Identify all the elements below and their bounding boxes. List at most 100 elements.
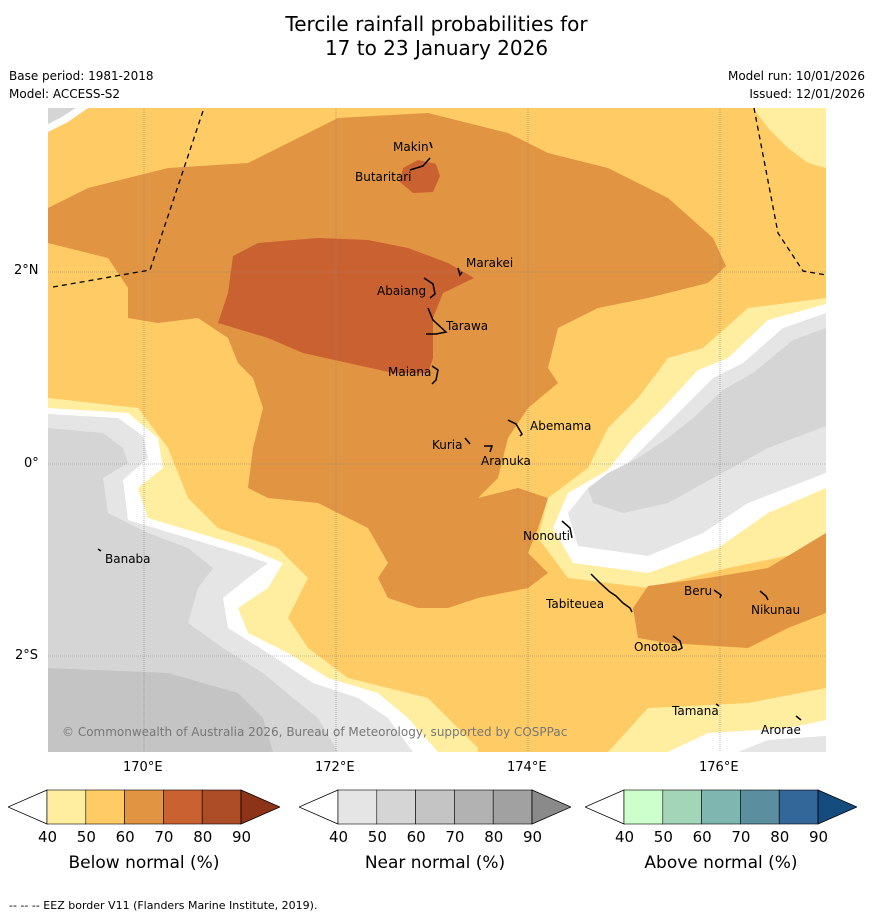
eez-footer-note: -- -- -- EEZ border V11 (Flanders Marine…: [9, 899, 318, 912]
grid-lines: [48, 108, 826, 752]
place-tabiteuea: Tabiteuea: [545, 597, 604, 611]
eez-borders: [52, 108, 826, 288]
island-aranuka: [484, 445, 494, 453]
place-nikunau: Nikunau: [751, 603, 800, 617]
colorbar-below-swatch-2: [85, 789, 125, 825]
region-below-60-southeast: [633, 533, 826, 648]
colorbar-below-strip: [6, 789, 282, 825]
place-aranuka: Aranuka: [481, 454, 531, 468]
colorbar-below-arrow-low: [6, 789, 48, 825]
island-beru: [713, 589, 722, 599]
colorbar-near-swatch-4: [454, 789, 494, 825]
place-onotoa: Onotoa: [634, 640, 678, 654]
colorbar-below-swatch-4: [163, 789, 203, 825]
colorbar-near: 40 50 60 70 80 90 Near normal (%): [297, 788, 573, 878]
lat-label-2n: 2°N: [14, 263, 39, 278]
place-tarawa: Tarawa: [445, 319, 488, 333]
colorbar-above-tick-60: 60: [692, 828, 712, 846]
model-name: Model: ACCESS-S2: [9, 87, 121, 101]
island-arorae: [795, 715, 802, 721]
colorbar-above-swatch-5: [778, 789, 819, 825]
island-maiana: [431, 365, 439, 385]
place-tamana: Tamana: [671, 704, 719, 718]
colorbar-below-tick-70: 70: [154, 828, 174, 846]
place-labels: Makin Butaritari Marakei Abaiang Tarawa …: [105, 140, 801, 737]
colorbar-above-strip: [583, 789, 859, 825]
place-makin: Makin: [393, 140, 429, 154]
island-tamana: [715, 703, 720, 707]
island-marakei: [457, 267, 463, 277]
island-nonouti: [561, 520, 573, 539]
colorbar-near-tick-70: 70: [445, 828, 465, 846]
lat-label-0: 0°: [24, 456, 39, 471]
place-banaba: Banaba: [105, 552, 151, 566]
island-butaritari: [409, 157, 431, 171]
map-title: Tercile rainfall probabilities for 17 to…: [0, 12, 873, 60]
lon-label-170e: 170°E: [123, 760, 163, 775]
colorbar-below-swatch-3: [124, 789, 164, 825]
colorbar-above-tick-70: 70: [731, 828, 751, 846]
colorbar-near-tick-80: 80: [484, 828, 504, 846]
colorbar-near-swatch-5: [492, 789, 533, 825]
colorbar-below: 40 50 60 70 80 90 Below normal (%): [6, 788, 282, 878]
colorbar-near-tick-40: 40: [329, 828, 349, 846]
colorbar-above-swatch-1: [623, 789, 664, 825]
colorbar-below-arrow-high: [240, 789, 282, 825]
meta-right: Model run: 10/01/2026 Issued: 12/01/2026: [728, 67, 865, 103]
colorbar-near-label: Near normal (%): [364, 853, 506, 873]
lat-label-2s: 2°S: [15, 648, 39, 663]
island-tabiteuea: [590, 573, 633, 613]
colorbar-above-tick-50: 50: [653, 828, 673, 846]
lon-label-176e: 176°E: [699, 760, 739, 775]
island-outlines: [97, 141, 802, 721]
colorbar-near-swatch-3: [415, 789, 455, 825]
colorbar-below-tick-40: 40: [38, 828, 58, 846]
colorbar-below-swatch-1: [46, 789, 87, 825]
island-abaiang: [423, 277, 436, 299]
colorbar-below-label: Below normal (%): [68, 853, 220, 873]
island-tarawa: [426, 307, 448, 335]
colorbar-below-swatch-5: [201, 789, 242, 825]
colorbar-below-tick-80: 80: [193, 828, 213, 846]
place-kuria: Kuria: [432, 438, 463, 452]
title-line-1: Tercile rainfall probabilities for: [285, 12, 588, 36]
island-makin: [429, 141, 433, 149]
region-near-50-east: [588, 328, 826, 513]
base-period: Base period: 1981-2018: [9, 69, 154, 83]
island-nikunau: [759, 590, 769, 601]
colorbar-above-swatch-3: [701, 789, 741, 825]
place-maiana: Maiana: [388, 365, 431, 379]
colorbar-above-arrow-low: [583, 789, 625, 825]
region-below-70-north: [400, 160, 440, 193]
island-kuria: [464, 437, 471, 445]
colorbar-above-arrow-high: [817, 789, 859, 825]
region-near-60-west: [48, 668, 273, 752]
region-near-40-south: [738, 736, 826, 752]
colorbar-below-tick-50: 50: [76, 828, 96, 846]
place-nonouti: Nonouti: [523, 529, 570, 543]
title-line-2: 17 to 23 January 2026: [324, 36, 549, 60]
colorbar-above-swatch-4: [740, 789, 780, 825]
region-top-left-grey: [48, 108, 76, 124]
eez-border-east: [753, 108, 826, 276]
lon-label-172e: 172°E: [315, 760, 355, 775]
place-butaritari: Butaritari: [355, 170, 412, 184]
colorbar-below-tick-90: 90: [232, 828, 252, 846]
island-abemama: [507, 419, 523, 437]
region-below-40-northeast: [753, 108, 826, 168]
colorbar-near-tick-50: 50: [367, 828, 387, 846]
colorbar-below-tick-60: 60: [115, 828, 135, 846]
region-near-50-west: [48, 428, 338, 752]
colorbar-above-tick-40: 40: [615, 828, 635, 846]
issued-date: Issued: 12/01/2026: [749, 87, 865, 101]
place-marakei: Marakei: [466, 256, 513, 270]
lon-label-174e: 174°E: [507, 760, 547, 775]
colorbar-above: 40 50 60 70 80 90 Above normal (%): [583, 788, 859, 878]
place-arorae: Arorae: [761, 723, 801, 737]
colorbar-above-tick-80: 80: [770, 828, 790, 846]
place-beru: Beru: [684, 584, 712, 598]
copyright-notice: © Commonwealth of Australia 2026, Bureau…: [62, 725, 567, 739]
place-abaiang: Abaiang: [377, 284, 426, 298]
place-abemama: Abemama: [530, 419, 591, 433]
colorbar-above-tick-90: 90: [809, 828, 829, 846]
